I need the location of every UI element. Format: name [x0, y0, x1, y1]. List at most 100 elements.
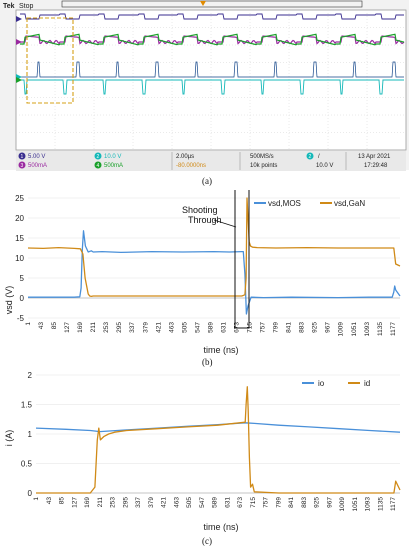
x-tick-label: 757: [263, 497, 270, 508]
x-tick-label: 295: [116, 322, 123, 333]
channel-marker-icon: [16, 16, 22, 22]
record-length: 10k points: [250, 163, 277, 169]
x-tick-label: 1177: [390, 322, 397, 336]
record-bar: [61, 0, 363, 8]
ch1-badge: 1: [21, 154, 24, 160]
x-tick-label: 211: [97, 497, 104, 508]
x-tick-label: 421: [161, 497, 168, 508]
x-tick-label: 1093: [365, 497, 372, 512]
x-tick-label: 505: [186, 497, 193, 508]
x-tick-label: 631: [224, 497, 231, 508]
scope-brand: Tek: [3, 3, 15, 10]
panel-b: -5 0 5 10 15 20 25 1 43 85 127 169 211 253 295 337 379 4…: [0, 187, 409, 370]
x-tick-label: 547: [194, 322, 201, 333]
x-tick-label: 1: [33, 497, 40, 501]
x-tick-label: 631: [220, 322, 227, 333]
ch2-secondary-waveform: [20, 61, 404, 78]
y-tick-label: 15: [15, 234, 24, 243]
ch2-setting: 10.0 V: [104, 154, 121, 160]
x-tick-label: 757: [260, 322, 267, 333]
x-tick-label: 673: [237, 497, 244, 508]
x-tick-label: 211: [90, 322, 97, 333]
chart-c-grid: [36, 374, 400, 494]
y-tick-label: 5: [20, 274, 25, 283]
y-tick-label: 10: [15, 254, 24, 263]
time-offset: -80.0000ns: [176, 163, 206, 169]
chart-c-series: [35, 386, 401, 494]
y-tick-label: 25: [15, 194, 24, 203]
x-tick-label: 85: [51, 322, 58, 330]
x-tick-label: 337: [135, 497, 142, 508]
x-tick-label: 85: [59, 497, 66, 505]
series-line-1: [28, 230, 401, 315]
scope-date: 13 Apr 2021: [358, 154, 391, 160]
panel-c: 0 0.5 1 1.5 2 1 43 85 127 169 211 253 295 337 379 421 4…: [0, 370, 409, 550]
chart-b-xlabel: time (ns): [203, 345, 238, 355]
y-tick-label: 1: [28, 430, 33, 439]
x-tick-label: 169: [84, 497, 91, 508]
x-tick-label: 295: [122, 497, 129, 508]
x-tick-label: 1009: [339, 497, 346, 512]
channel-marker-icon: [16, 77, 22, 83]
x-tick-label: 421: [155, 322, 162, 333]
zoom-highlight-box: [26, 17, 74, 104]
x-tick-label: 883: [301, 497, 308, 508]
ch3-badge: 3: [21, 163, 24, 169]
chart-b-legend: vsd,MOS vsd,GaN: [254, 199, 365, 208]
ch4-waveform: [20, 33, 405, 46]
x-tick-label: 715: [247, 322, 254, 333]
x-tick-label: 925: [314, 497, 321, 508]
series-line-2: [36, 386, 401, 494]
ch2-waveform: [20, 79, 404, 95]
trigger-ch-badge: 2: [309, 154, 312, 160]
y-tick-label: -5: [17, 314, 25, 323]
x-tick-label: 841: [286, 322, 293, 333]
y-tick-label: 1.5: [21, 401, 33, 410]
chart-c-y-ticks: 0 0.5 1 1.5 2: [21, 371, 33, 498]
x-tick-label: 1135: [377, 322, 384, 336]
x-tick-label: 127: [71, 497, 78, 508]
series-line-2: [27, 197, 401, 298]
annotation-arrow: [213, 219, 237, 228]
trigger-level: 10.0 V: [316, 163, 333, 169]
x-tick-label: 715: [250, 497, 257, 508]
x-tick-label: 1093: [364, 322, 371, 337]
x-tick-label: 463: [173, 497, 180, 508]
chart-b-series: [27, 197, 401, 315]
chart-c-legend: io id: [302, 379, 370, 388]
x-tick-label: 1009: [338, 322, 345, 337]
x-tick-label: 1051: [351, 322, 358, 337]
y-tick-label: 2: [28, 371, 33, 380]
x-tick-label: 379: [142, 322, 149, 333]
x-tick-label: 1135: [377, 497, 384, 511]
chart-c-ylabel: i (A): [4, 430, 14, 447]
caption-c: (c): [202, 536, 212, 546]
x-tick-label: 841: [288, 497, 295, 508]
x-tick-label: 799: [275, 497, 282, 508]
chart-c: 0 0.5 1 1.5 2 1 43 85 127 169 211 253 295 337 379 421 4…: [4, 371, 401, 546]
ch4-setting: 500mA: [104, 163, 123, 169]
scope-readout: 1 5.00 V 3 500mA 2 10.0 V 4 500mA 2.00µs…: [16, 151, 406, 171]
annotation-line1: Shooting: [182, 205, 218, 215]
legend-b-series-2: vsd,GaN: [334, 199, 365, 208]
ch4-badge: 4: [97, 163, 100, 169]
channel-marker-icon: [16, 39, 22, 45]
timebase: 2.00µs: [176, 154, 194, 160]
legend-c-series-2: id: [364, 379, 370, 388]
x-tick-label: 43: [46, 497, 53, 505]
x-tick-label: 967: [326, 497, 333, 508]
caption-a: (a): [202, 176, 212, 186]
x-tick-label: 505: [181, 322, 188, 333]
chart-c-xlabel: time (ns): [203, 522, 238, 532]
series-line-1: [35, 422, 401, 433]
x-tick-label: 1: [25, 322, 32, 326]
y-tick-label: 0: [20, 294, 25, 303]
x-tick-label: 253: [110, 497, 117, 508]
trigger-position-marker: [200, 1, 206, 6]
x-tick-label: 673: [233, 322, 240, 333]
x-tick-label: 589: [212, 497, 219, 508]
scope-status: Stop: [19, 3, 34, 10]
x-tick-label: 967: [325, 322, 332, 333]
legend-b-series-1: vsd,MOS: [268, 199, 301, 208]
x-tick-label: 799: [273, 322, 280, 333]
